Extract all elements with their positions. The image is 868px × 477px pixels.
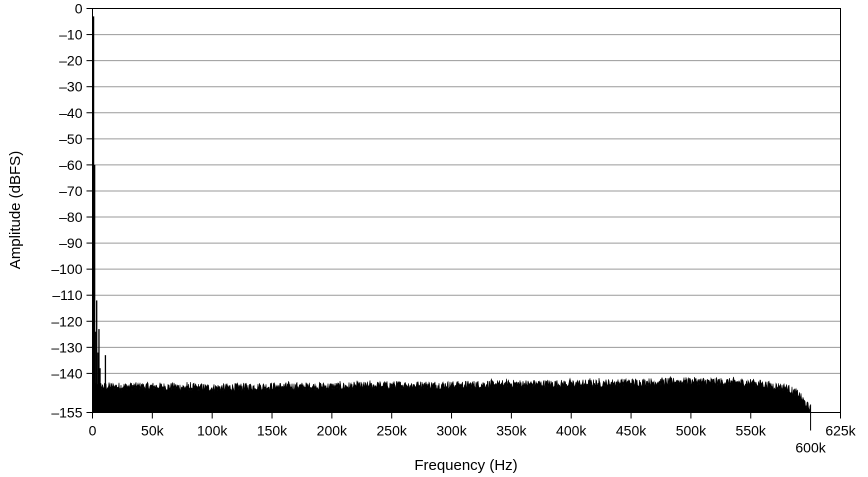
y-tick-label: –20 bbox=[59, 53, 83, 69]
x-tick-label: 0 bbox=[89, 423, 97, 439]
x-tick-label: 400k bbox=[556, 423, 587, 439]
y-tick-label: –40 bbox=[59, 105, 83, 121]
spectrum-series bbox=[92, 16, 811, 413]
y-tick-label: –30 bbox=[59, 79, 83, 95]
y-axis-title: Amplitude (dBFS) bbox=[7, 151, 24, 269]
y-tick-label: –70 bbox=[59, 183, 83, 199]
x-tick-label: 550k bbox=[736, 423, 767, 439]
y-tick-label: –90 bbox=[59, 235, 83, 251]
y-tick-label: –50 bbox=[59, 131, 83, 147]
y-tick-label: –140 bbox=[51, 365, 82, 381]
y-tick-label: –130 bbox=[51, 339, 82, 355]
plot-frame bbox=[92, 8, 841, 413]
y-tick-label: –10 bbox=[59, 27, 83, 43]
x-axis-ticks: 0 50k 100k 150k 200k 250k 300k 350k 400k 450k 500k… bbox=[89, 404, 857, 456]
y-tick-label: 0 bbox=[75, 1, 83, 17]
x-tick-label: 100k bbox=[197, 423, 228, 439]
y-tick-label: –100 bbox=[51, 261, 82, 277]
x-tick-label: 150k bbox=[257, 423, 288, 439]
noise-floor-area bbox=[92, 376, 811, 413]
x-tick-label: 50k bbox=[141, 423, 165, 439]
y-tick-label: –60 bbox=[59, 157, 83, 173]
x-extra-tick-label: 600k bbox=[795, 440, 826, 456]
x-tick-label: 250k bbox=[377, 423, 408, 439]
x-axis-title: Frequency (Hz) bbox=[414, 457, 517, 474]
x-tick-label: 500k bbox=[676, 423, 707, 439]
x-tick-label: 200k bbox=[317, 423, 348, 439]
y-tick-label: –110 bbox=[52, 287, 82, 303]
x-tick-label: 350k bbox=[496, 423, 527, 439]
grid-lines bbox=[92, 34, 841, 374]
y-axis-ticks: 0 –10 –20 –30 –40 –50 –60 –70 –80 –90 –100 –110 –120… bbox=[51, 1, 93, 421]
y-tick-label: –120 bbox=[51, 313, 82, 329]
x-tick-label: 625k bbox=[825, 423, 856, 439]
y-tick-label: –155 bbox=[51, 405, 82, 421]
x-tick-label: 450k bbox=[616, 423, 647, 439]
x-tick-label: 300k bbox=[436, 423, 467, 439]
y-tick-label: –80 bbox=[59, 209, 83, 225]
